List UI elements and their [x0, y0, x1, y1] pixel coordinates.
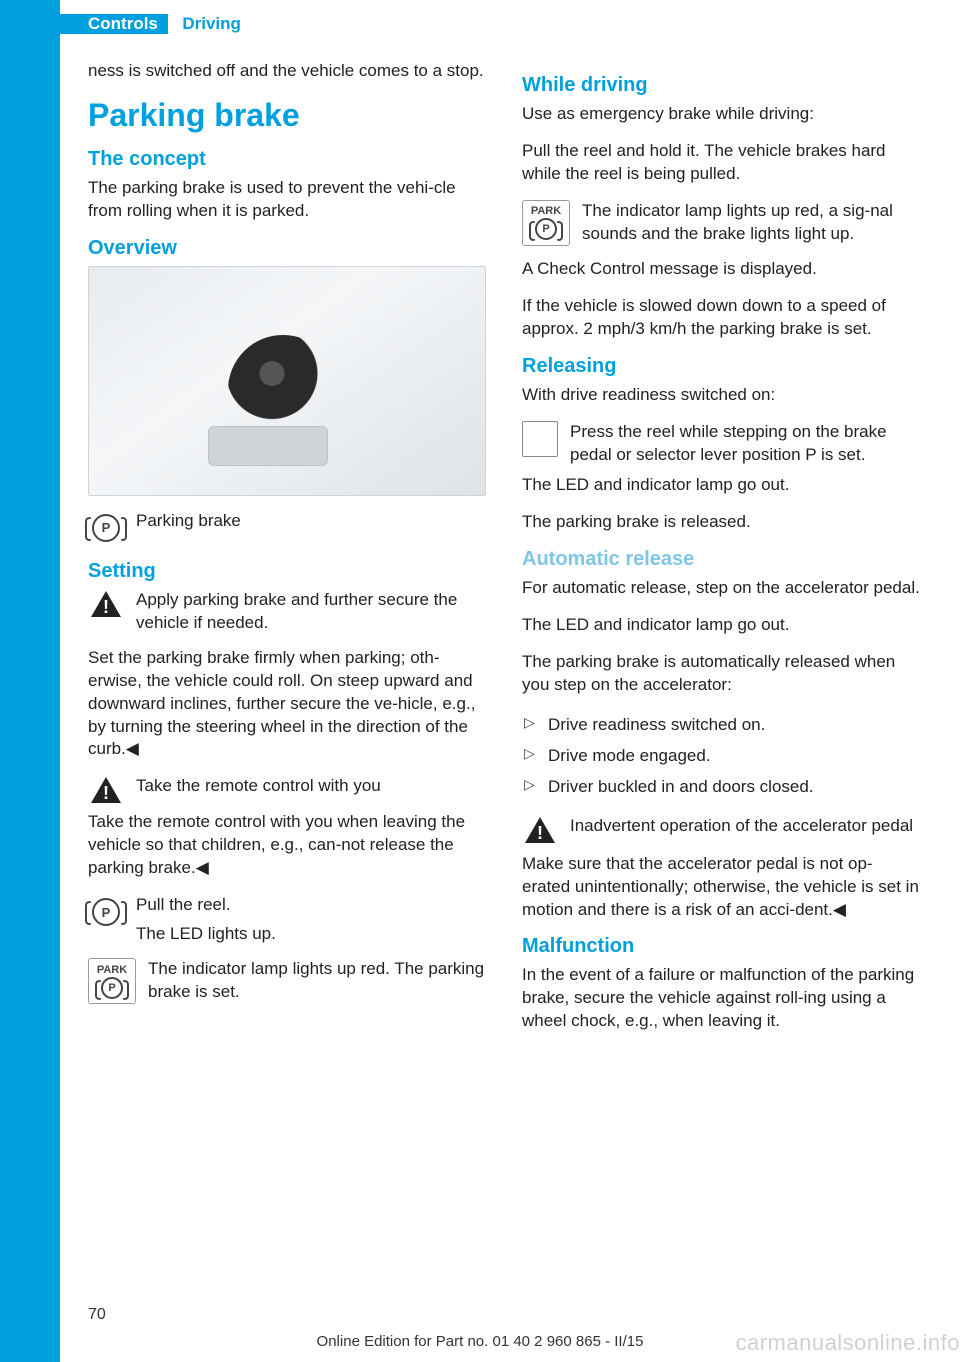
heading-setting: Setting: [88, 560, 486, 583]
setting-warning-row: ! Apply parking brake and further secure…: [88, 589, 486, 635]
while-indicator-row: PARK P The indicator lamp lights up red,…: [522, 200, 920, 246]
parking-brake-icon: P: [88, 894, 124, 930]
pull-line-2: The LED lights up.: [136, 923, 486, 946]
setting-warning-text: Apply parking brake and further secure t…: [136, 589, 486, 635]
p-glyph: P: [542, 223, 549, 235]
page: Controls Driving ness is switched off an…: [0, 0, 960, 1362]
p-glyph: P: [108, 982, 115, 994]
concept-text: The parking brake is used to prevent the…: [88, 177, 486, 223]
pull-line-1: Pull the reel.: [136, 894, 486, 917]
while-p3: A Check Control message is displayed.: [522, 258, 920, 281]
auto-p3: The parking brake is automatically relea…: [522, 651, 920, 697]
park-indicator-icon: PARK P: [88, 958, 136, 1004]
auto-p2: The LED and indicator lamp go out.: [522, 614, 920, 637]
releasing-p3: The parking brake is released.: [522, 511, 920, 534]
heading-malfunction: Malfunction: [522, 935, 920, 958]
malfunction-text: In the event of a failure or malfunction…: [522, 964, 920, 1033]
heading-releasing: Releasing: [522, 355, 920, 378]
p-glyph: P: [102, 905, 111, 920]
intro-continuation: ness is switched off and the vehicle com…: [88, 60, 486, 83]
auto-warning-heading: Inadvertent operation of the accelerator…: [570, 815, 920, 838]
auto-conditions-list: Drive readiness switched on. Drive mode …: [522, 711, 920, 801]
remote-warning-heading: Take the remote control with you: [136, 775, 486, 798]
heading-overview: Overview: [88, 237, 486, 260]
pull-reel-text: Pull the reel. The LED lights up.: [136, 894, 486, 946]
parking-brake-icon: P: [88, 510, 124, 546]
right-column: While driving Use as emergency brake whi…: [522, 60, 920, 1322]
left-column: ness is switched off and the vehicle com…: [88, 60, 486, 1322]
while-p1: Use as emergency brake while driving:: [522, 103, 920, 126]
indicator-text: The indicator lamp lights up red. The pa…: [148, 958, 486, 1004]
indicator-row: PARK P The indicator lamp lights up red.…: [88, 958, 486, 1004]
content-columns: ness is switched off and the vehicle com…: [88, 60, 920, 1322]
header-section: Controls: [60, 14, 168, 34]
remote-warning-row: ! Take the remote control with you: [88, 775, 486, 805]
while-indicator-text: The indicator lamp lights up red, a sig‐…: [582, 200, 920, 246]
warning-icon: !: [88, 589, 124, 619]
footer-line: Online Edition for Part no. 01 40 2 960 …: [0, 1333, 960, 1350]
heading-parking-brake: Parking brake: [88, 97, 486, 134]
svg-text:!: !: [103, 597, 109, 617]
page-number: 70: [88, 1306, 106, 1324]
empty-box-icon: [522, 421, 558, 457]
remote-warning-text: Take the remote control with you when le…: [88, 811, 486, 880]
releasing-p1: With drive readiness switched on:: [522, 384, 920, 407]
auto-p4: Make sure that the accelerator pedal is …: [522, 853, 920, 922]
heading-while-driving: While driving: [522, 74, 920, 97]
parking-brake-symbol-row: P Parking brake: [88, 510, 486, 546]
releasing-box-row: Press the reel while stepping on the bra…: [522, 421, 920, 467]
auto-warning-row: ! Inadvertent operation of the accelerat…: [522, 815, 920, 845]
setting-paragraph: Set the parking brake firmly when parkin…: [88, 647, 486, 762]
svg-text:!: !: [537, 823, 543, 843]
releasing-p2: The LED and indicator lamp go out.: [522, 474, 920, 497]
list-item: Driver buckled in and doors closed.: [522, 773, 920, 800]
heading-automatic-release: Automatic release: [522, 548, 920, 571]
warning-icon: !: [88, 775, 124, 805]
park-label: PARK: [531, 205, 561, 217]
p-glyph: P: [102, 520, 111, 535]
list-item: Drive readiness switched on.: [522, 711, 920, 738]
auto-p1: For automatic release, step on the accel…: [522, 577, 920, 600]
side-blue-bar: [0, 0, 60, 1362]
park-label: PARK: [97, 964, 127, 976]
list-item: Drive mode engaged.: [522, 742, 920, 769]
warning-icon: !: [522, 815, 558, 845]
while-p4: If the vehicle is slowed down down to a …: [522, 295, 920, 341]
while-p2: Pull the reel and hold it. The vehicle b…: [522, 140, 920, 186]
header-subsection: Driving: [182, 14, 241, 34]
heading-concept: The concept: [88, 148, 486, 171]
page-header: Controls Driving: [0, 0, 960, 50]
pull-reel-row: P Pull the reel. The LED lights up.: [88, 894, 486, 946]
overview-figure: [88, 266, 486, 496]
releasing-box-text: Press the reel while stepping on the bra…: [570, 421, 920, 467]
parking-brake-label: Parking brake: [136, 510, 486, 533]
park-indicator-icon: PARK P: [522, 200, 570, 246]
svg-text:!: !: [103, 783, 109, 803]
